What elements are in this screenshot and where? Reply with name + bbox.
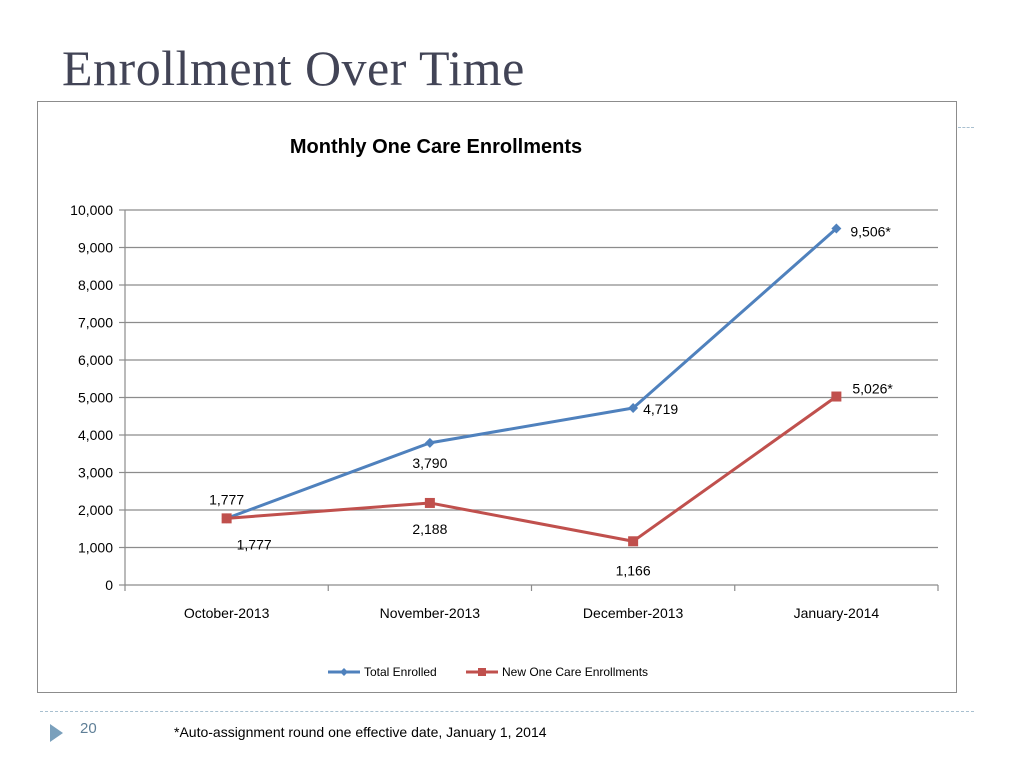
- data-label: 4,719: [643, 401, 678, 417]
- y-tick-label: 8,000: [78, 277, 113, 293]
- legend-marker-diamond: [340, 668, 348, 676]
- chart-frame: Monthly One Care Enrollments 0 1,000 2,000 3…: [37, 101, 957, 693]
- line-chart: Monthly One Care Enrollments 0 1,000 2,000 3…: [70, 136, 939, 679]
- data-label: 9,506*: [850, 224, 891, 240]
- data-point-square: [424, 497, 435, 508]
- data-label: 3,790: [412, 455, 447, 471]
- footer-divider: [40, 711, 974, 712]
- series-line-new-enrollments: [226, 395, 838, 543]
- footnote: *Auto-assignment round one effective dat…: [174, 724, 547, 740]
- y-tick-label: 4,000: [78, 427, 113, 443]
- data-label: 2,188: [412, 521, 447, 537]
- data-point-diamond: [628, 403, 639, 414]
- legend-marker-square: [478, 668, 486, 676]
- chart-title: Monthly One Care Enrollments: [290, 136, 582, 158]
- page-number: 20: [80, 720, 97, 737]
- x-tick-label: January-2014: [794, 605, 880, 621]
- x-tick-label: October-2013: [184, 605, 270, 621]
- y-tick-label: 5,000: [78, 390, 113, 406]
- legend-label: New One Care Enrollments: [502, 665, 648, 679]
- data-point-diamond: [424, 437, 435, 448]
- data-label: 1,777: [209, 491, 244, 507]
- triangle-bullet-icon: [50, 724, 63, 742]
- y-tick-label: 2,000: [78, 502, 113, 518]
- data-point-diamond: [831, 223, 842, 234]
- y-tick-label: 3,000: [78, 465, 113, 481]
- data-label: 1,166: [616, 562, 651, 578]
- x-tick-label: November-2013: [380, 605, 481, 621]
- y-tick-label: 1,000: [78, 540, 113, 556]
- y-tick-label: 9,000: [78, 240, 113, 256]
- y-tick-label: 6,000: [78, 352, 113, 368]
- data-point-square: [628, 536, 639, 547]
- y-tick-label: 10,000: [70, 202, 113, 218]
- slide-title: Enrollment Over Time: [62, 40, 525, 96]
- data-label: 5,026*: [852, 381, 893, 397]
- legend-label: Total Enrolled: [364, 665, 437, 679]
- series-line-total-enrolled: [226, 227, 838, 520]
- data-label: 1,777: [237, 536, 272, 552]
- y-tick-label: 7,000: [78, 315, 113, 331]
- data-point-square: [831, 391, 842, 402]
- title-divider: [958, 127, 974, 128]
- y-tick-label: 0: [105, 577, 113, 593]
- x-tick-label: December-2013: [583, 605, 684, 621]
- data-point-square: [221, 513, 232, 524]
